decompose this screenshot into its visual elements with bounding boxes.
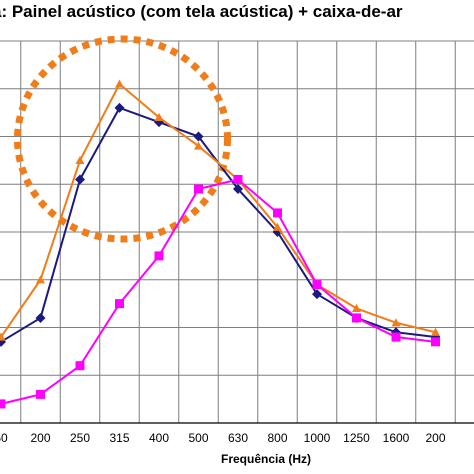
- triangle-marker: [154, 112, 164, 121]
- x-axis-label: Frequência (Hz): [221, 452, 311, 466]
- triangle-marker: [273, 222, 282, 231]
- triangle-marker: [0, 332, 6, 341]
- square-marker: [431, 337, 440, 347]
- triangle-marker: [352, 303, 361, 312]
- square-marker: [352, 313, 361, 323]
- series-line: [0, 178, 436, 405]
- x-tick-label: 200: [30, 431, 50, 445]
- diamond-marker: [312, 289, 322, 300]
- chart-title: a: Painel acústico (com tela acústica) +…: [0, 2, 403, 21]
- square-marker: [391, 332, 401, 342]
- x-tick-label: 250: [70, 431, 90, 445]
- plot-grid: [0, 40, 474, 424]
- triangle-marker: [194, 141, 203, 150]
- highlight-ellipse: [14, 35, 231, 243]
- x-tick-label: 315: [109, 431, 129, 445]
- series-3: [0, 174, 440, 409]
- triangle-marker: [391, 318, 401, 327]
- triangle-marker: [75, 155, 85, 164]
- series-1: [0, 102, 441, 347]
- square-marker: [154, 251, 164, 261]
- square-marker: [36, 389, 45, 399]
- diamond-marker: [193, 131, 204, 142]
- x-tick-label: 1250: [343, 431, 370, 445]
- x-tick-label: 200: [425, 431, 445, 445]
- square-marker: [273, 208, 282, 218]
- square-marker: [75, 361, 85, 371]
- triangle-marker: [36, 275, 45, 284]
- diamond-marker: [233, 184, 243, 195]
- square-marker: [194, 184, 203, 194]
- x-tick-label: 500: [188, 431, 208, 445]
- square-marker: [0, 399, 6, 409]
- square-marker: [115, 299, 124, 309]
- x-tick-label: 800: [267, 431, 287, 445]
- series-2: [0, 79, 440, 341]
- x-tick-label: 50: [0, 431, 8, 445]
- x-tick-labels: 50 200 250 315 400 500 630 800 1000 1250 1600 200: [0, 431, 446, 445]
- square-marker: [233, 174, 243, 184]
- diamond-marker: [75, 174, 85, 185]
- square-marker: [312, 280, 322, 290]
- x-tick-label: 400: [149, 431, 169, 445]
- series-layer: [0, 79, 441, 409]
- triangle-marker: [115, 79, 124, 88]
- diamond-marker: [114, 102, 125, 113]
- x-tick-label: 1000: [304, 431, 331, 445]
- series-line: [0, 82, 436, 338]
- highlight-ellipse-shape: [14, 35, 231, 243]
- x-tick-label: 630: [228, 431, 248, 445]
- triangle-marker: [431, 327, 440, 336]
- diamond-marker: [35, 312, 46, 323]
- x-tick-label: 1600: [383, 431, 410, 445]
